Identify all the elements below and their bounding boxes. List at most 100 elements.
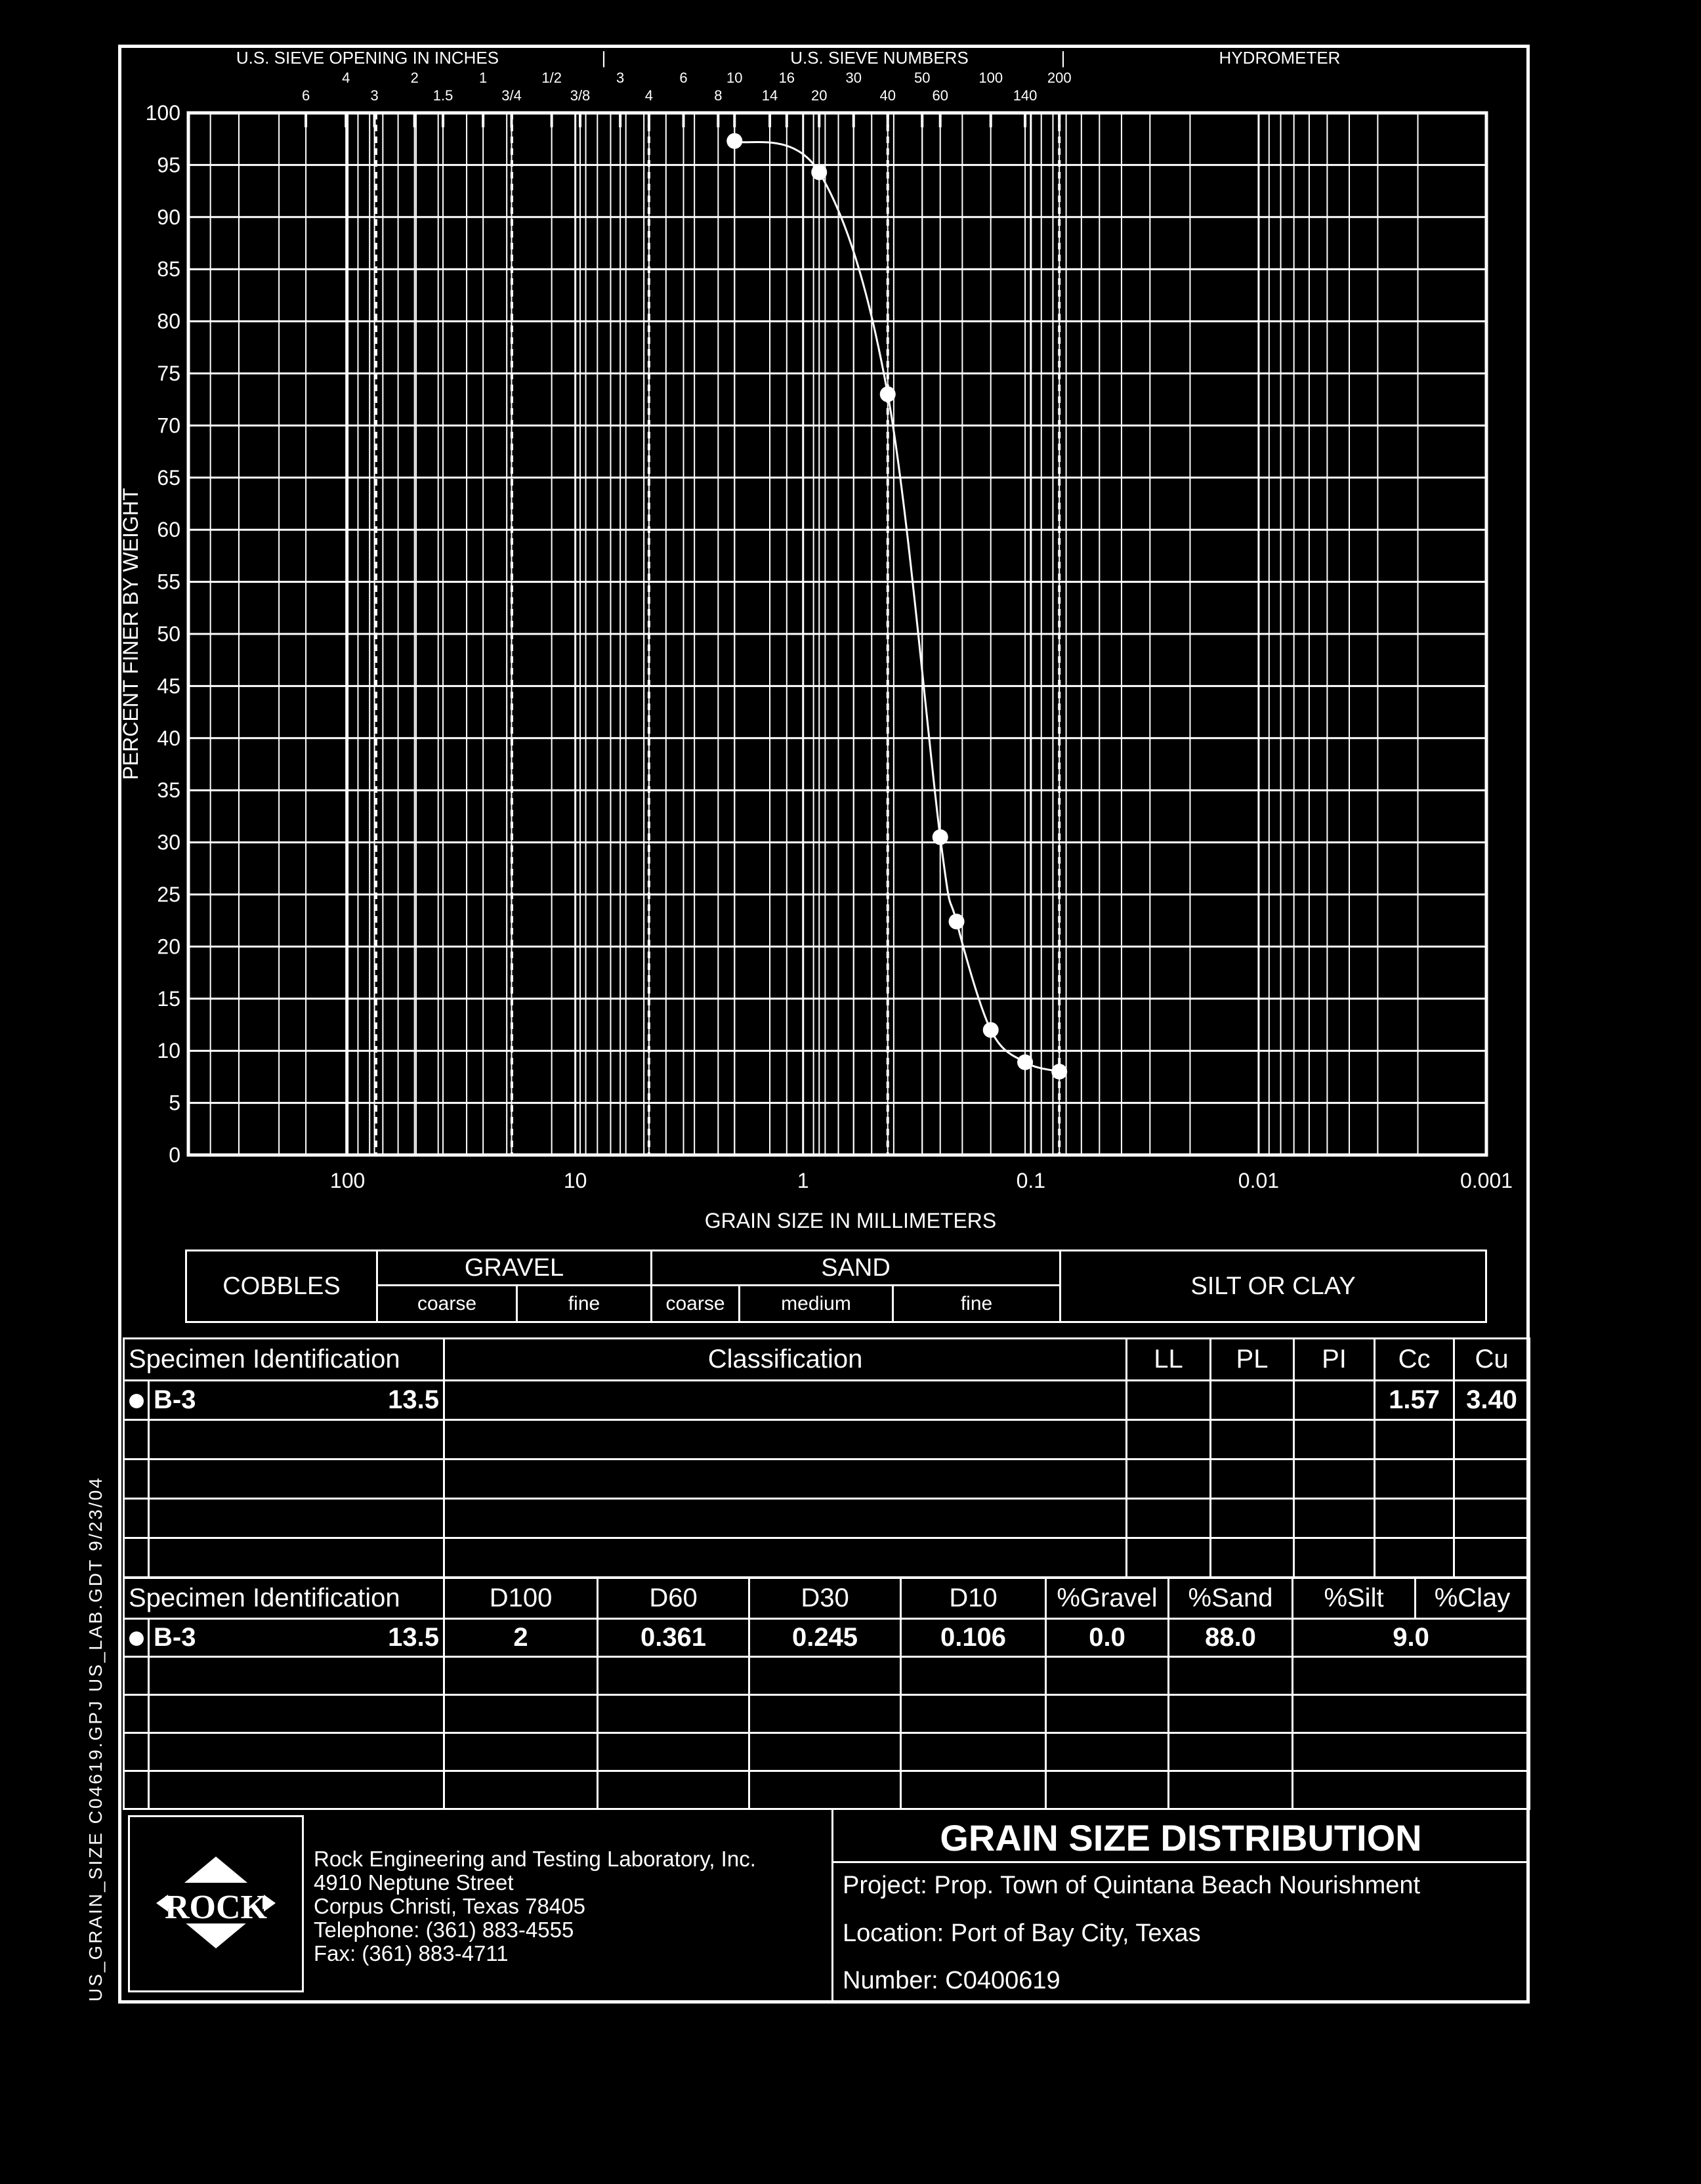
y-tick-label: 90 <box>157 205 180 229</box>
header-silt: %Silt <box>1292 1577 1417 1620</box>
classification-cell <box>443 1379 1128 1421</box>
gravel-label: GRAVEL <box>375 1250 653 1286</box>
top-header: HYDROMETER <box>1219 48 1341 68</box>
data-point <box>1017 1054 1034 1070</box>
sand-medium: medium <box>738 1284 894 1323</box>
specimen-id: B-3 <box>154 1385 196 1414</box>
y-tick-label: 95 <box>157 153 180 177</box>
pl-cell <box>1209 1379 1295 1421</box>
header-sand: %Sand <box>1167 1577 1294 1620</box>
y-tick-label: 15 <box>157 987 180 1011</box>
gradation-curve <box>734 140 1060 1073</box>
y-axis-title: PERCENT FINER BY WEIGHT <box>119 488 142 780</box>
y-tick-label: 55 <box>157 570 180 594</box>
data-point <box>982 1022 999 1038</box>
sieve-label: 8 <box>714 87 722 104</box>
sieve-label: 3/4 <box>501 87 522 104</box>
sand-coarse: coarse <box>650 1284 741 1323</box>
header-pi: PI <box>1293 1337 1376 1381</box>
number-label: Number: C0400619 <box>843 1967 1060 1994</box>
d60-cell: 0.361 <box>597 1618 751 1658</box>
sieve-label: 1/2 <box>541 70 562 86</box>
top-header: | <box>602 48 606 68</box>
y-tick-label: 20 <box>157 934 180 958</box>
d100-cell: 2 <box>443 1618 599 1658</box>
top-header: U.S. SIEVE OPENING IN INCHES <box>236 48 499 68</box>
sieve-label: 4 <box>342 70 350 86</box>
x-tick-label: 1 <box>797 1169 809 1192</box>
silt-clay-label: SILT OR CLAY <box>1059 1250 1488 1323</box>
x-axis-title: GRAIN SIZE IN MILLIMETERS <box>704 1209 997 1232</box>
specimen-id: B-3 <box>154 1623 196 1652</box>
sieve-label: 1 <box>479 70 487 86</box>
y-tick-label: 50 <box>157 622 180 646</box>
sieve-label: 3 <box>370 87 378 104</box>
company-address: Rock Engineering and Testing Laboratory,… <box>314 1847 756 1965</box>
top-header: U.S. SIEVE NUMBERS <box>790 48 969 68</box>
project-label: Project: Prop. Town of Quintana Beach No… <box>843 1872 1421 1899</box>
x-tick-label: 0.1 <box>1017 1169 1045 1192</box>
circle-marker-icon <box>129 1631 144 1646</box>
sieve-label: 30 <box>846 70 862 86</box>
sieve-label: 2 <box>411 70 419 86</box>
top-header: | <box>1061 48 1066 68</box>
gravel-cell: 0.0 <box>1045 1618 1170 1658</box>
header-cu: Cu <box>1453 1337 1531 1381</box>
y-tick-label: 10 <box>157 1039 180 1062</box>
y-tick-label: 35 <box>157 778 180 802</box>
company-logo: ROCK <box>128 1815 304 1992</box>
sieve-label: 16 <box>779 70 795 86</box>
y-tick-label: 60 <box>157 518 180 541</box>
x-tick-label: 0.001 <box>1460 1169 1513 1192</box>
title-divider <box>833 1861 1528 1863</box>
cobbles-label: COBBLES <box>185 1250 378 1323</box>
cu-cell: 3.40 <box>1453 1379 1531 1421</box>
x-tick-label: 0.01 <box>1238 1169 1279 1192</box>
header-specimen: Specimen Identification <box>122 1337 446 1381</box>
gravel-coarse: coarse <box>376 1284 518 1323</box>
sieve-label: 6 <box>302 87 310 104</box>
sieve-label: 50 <box>914 70 930 86</box>
specimen-depth: 13.5 <box>388 1385 440 1414</box>
company-fax: Fax: (361) 883-4711 <box>314 1941 509 1965</box>
data-point <box>1051 1063 1068 1080</box>
sieve-label: 60 <box>932 87 948 104</box>
silt-clay-cell: 9.0 <box>1292 1618 1531 1658</box>
sieve-label: 6 <box>679 70 687 86</box>
chart-grid <box>186 111 1488 1157</box>
y-tick-label: 85 <box>157 257 180 281</box>
gravel-fine: fine <box>515 1284 653 1323</box>
header-gravel: %Gravel <box>1045 1577 1170 1620</box>
data-point <box>879 386 896 402</box>
grain-size-chart: 64321.513/41/23/834681014162030405060100… <box>119 48 1513 1192</box>
header-clay: %Clay <box>1414 1577 1531 1620</box>
header-d100: D100 <box>443 1577 599 1620</box>
company-street: 4910 Neptune Street <box>314 1870 514 1895</box>
header-pl: PL <box>1209 1337 1295 1381</box>
header-cc: Cc <box>1374 1337 1456 1381</box>
soil-class-band: COBBLES GRAVEL SAND SILT OR CLAY coarse … <box>185 1250 1488 1323</box>
y-tick-label: 5 <box>169 1091 180 1115</box>
report-title: GRAIN SIZE DISTRIBUTION <box>940 1817 1422 1858</box>
header-specimen: Specimen Identification <box>122 1577 446 1620</box>
x-tick-label: 100 <box>330 1169 365 1192</box>
cc-cell: 1.57 <box>1374 1379 1456 1421</box>
pi-cell <box>1293 1379 1376 1421</box>
header-d30: D30 <box>748 1577 902 1620</box>
data-point <box>932 829 948 845</box>
y-tick-label: 45 <box>157 674 180 698</box>
page-frame <box>118 45 1530 2004</box>
y-tick-label: 0 <box>169 1143 180 1167</box>
data-point <box>811 164 828 180</box>
y-tick-label: 100 <box>146 101 180 125</box>
company-name: Rock Engineering and Testing Laboratory,… <box>314 1847 756 1871</box>
circle-marker-icon <box>129 1394 144 1408</box>
sieve-label: 4 <box>645 87 653 104</box>
y-tick-label: 30 <box>157 831 180 854</box>
sieve-label: 1.5 <box>433 87 453 104</box>
sand-cell: 88.0 <box>1167 1618 1294 1658</box>
gradation-table: Specimen Identification D100 D60 D30 D10… <box>122 1577 1531 1810</box>
sieve-label: 14 <box>762 87 778 104</box>
sieve-label: 40 <box>879 87 895 104</box>
